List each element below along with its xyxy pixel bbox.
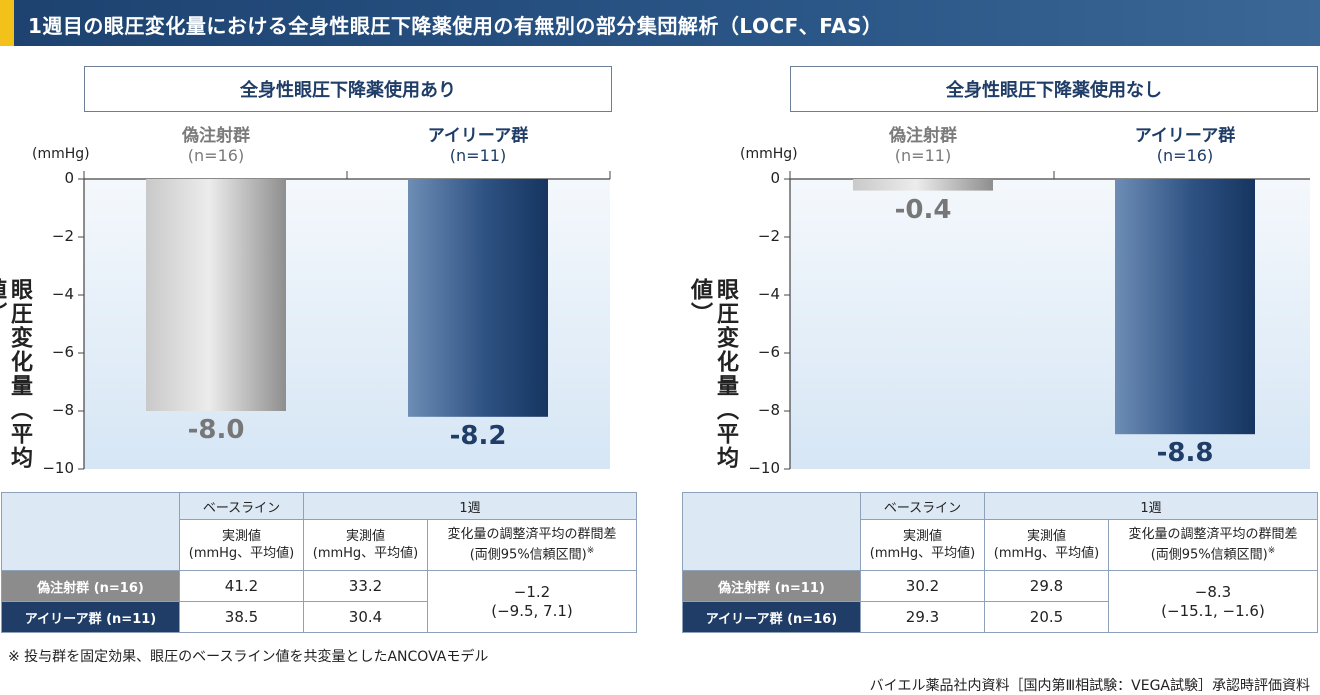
bar-aflibercept — [1115, 179, 1255, 435]
data-label: -8.2 — [449, 420, 507, 451]
bar-aflibercept — [408, 179, 548, 417]
col-header-measured: 実測値 (mmHg、平均値) — [984, 519, 1109, 571]
category-label: 偽注射群 (n=16) — [136, 126, 296, 166]
y-unit: (mmHg) — [32, 146, 90, 162]
data-label: -8.8 — [1156, 438, 1214, 469]
source-note: バイエル薬品社内資料［国内第Ⅲ相試験：VEGA試験］承認時評価資料 — [869, 678, 1310, 694]
y-tick-label: 0 — [64, 169, 74, 187]
cell-diff: −1.2 (−9.5, 7.1) — [427, 570, 637, 633]
bar-plot — [78, 171, 611, 470]
y-axis-label: 眼圧変化量（平均値） — [687, 278, 738, 470]
category-label: アイリーア群 (n=16) — [1105, 126, 1265, 166]
category-n: (n=16) — [187, 146, 245, 165]
cell-baseline: 38.5 — [179, 601, 304, 633]
chart-panel-left: 全身性眼圧下降薬使用あり (mmHg) 眼圧変化量（平均値） 偽注射群 (n=1… — [0, 60, 650, 490]
category-name: アイリーア群 — [1134, 126, 1236, 146]
category-name: 偽注射群 — [889, 126, 957, 146]
category-n: (n=16) — [1156, 146, 1214, 165]
category-label: アイリーア群 (n=11) — [398, 126, 558, 166]
y-unit: (mmHg) — [740, 146, 798, 162]
chart-panel-right: 全身性眼圧下降薬使用なし (mmHg) 眼圧変化量（平均値） 偽注射群 (n=1… — [660, 60, 1318, 490]
row-label-aflibercept: アイリーア群 (n=16) — [682, 601, 861, 633]
cell-week1: 29.8 — [984, 570, 1109, 602]
chart-title: 全身性眼圧下降薬使用なし — [790, 66, 1318, 112]
cell-week1: 20.5 — [984, 601, 1109, 633]
stats-table-left: ベースライン 1週 実測値 (mmHg、平均値) 実測値 (mmHg、平均値) 変化… — [1, 492, 637, 633]
y-tick-label: −6 — [51, 343, 74, 361]
y-tick-label: −8 — [757, 401, 780, 419]
title-accent — [0, 0, 14, 46]
bar-sham — [146, 179, 286, 411]
bar-sham — [853, 179, 993, 191]
cell-baseline: 30.2 — [860, 570, 985, 602]
table-corner — [1, 492, 180, 571]
row-label-aflibercept: アイリーア群 (n=11) — [1, 601, 180, 633]
category-n: (n=11) — [449, 146, 507, 165]
col-header-week1: 1週 — [303, 492, 637, 520]
data-label: -8.0 — [187, 415, 245, 445]
category-label: 偽注射群 (n=11) — [843, 126, 1003, 166]
table-corner — [682, 492, 861, 571]
y-tick-label: −2 — [51, 227, 74, 245]
footnote: ※ 投与群を固定効果、眼圧のベースライン値を共変量としたANCOVAモデル — [8, 649, 489, 665]
y-tick-label: −4 — [51, 285, 74, 303]
y-tick-label: −10 — [42, 459, 74, 477]
y-tick-label: −2 — [757, 227, 780, 245]
col-header-measured: 実測値 (mmHg、平均値) — [860, 519, 985, 571]
row-label-sham: 偽注射群 (n=16) — [1, 570, 180, 602]
category-name: アイリーア群 — [427, 126, 529, 146]
col-header-measured: 実測値 (mmHg、平均値) — [303, 519, 428, 571]
cell-baseline: 41.2 — [179, 570, 304, 602]
y-tick-label: 0 — [770, 169, 780, 187]
chart-title: 全身性眼圧下降薬使用あり — [84, 66, 612, 112]
col-header-measured: 実測値 (mmHg、平均値) — [179, 519, 304, 571]
title-bar: 1週目の眼圧変化量における全身性眼圧下降薬使用の有無別の部分集団解析（LOCF、… — [0, 0, 1320, 46]
y-tick-label: −6 — [757, 343, 780, 361]
cell-diff: −8.3 (−15.1, −1.6) — [1108, 570, 1318, 633]
y-tick-label: −10 — [748, 459, 780, 477]
category-n: (n=11) — [894, 146, 952, 165]
category-name: 偽注射群 — [182, 126, 250, 146]
page-title: 1週目の眼圧変化量における全身性眼圧下降薬使用の有無別の部分集団解析（LOCF、… — [28, 14, 883, 38]
cell-week1: 30.4 — [303, 601, 428, 633]
col-header-baseline: ベースライン — [860, 492, 985, 520]
col-header-diff: 変化量の調整済平均の群間差 (両側95%信頼区間)※ — [427, 519, 637, 571]
col-header-baseline: ベースライン — [179, 492, 304, 520]
row-label-sham: 偽注射群 (n=11) — [682, 570, 861, 602]
bar-plot — [784, 171, 1310, 470]
data-label: -0.4 — [894, 194, 952, 225]
y-tick-label: −4 — [757, 285, 780, 303]
col-header-diff: 変化量の調整済平均の群間差 (両側95%信頼区間)※ — [1108, 519, 1318, 571]
col-header-week1: 1週 — [984, 492, 1318, 520]
cell-week1: 33.2 — [303, 570, 428, 602]
cell-baseline: 29.3 — [860, 601, 985, 633]
y-axis-label: 眼圧変化量（平均値） — [0, 278, 32, 470]
stats-table-right: ベースライン 1週 実測値 (mmHg、平均値) 実測値 (mmHg、平均値) 変化… — [682, 492, 1318, 633]
y-tick-label: −8 — [51, 401, 74, 419]
